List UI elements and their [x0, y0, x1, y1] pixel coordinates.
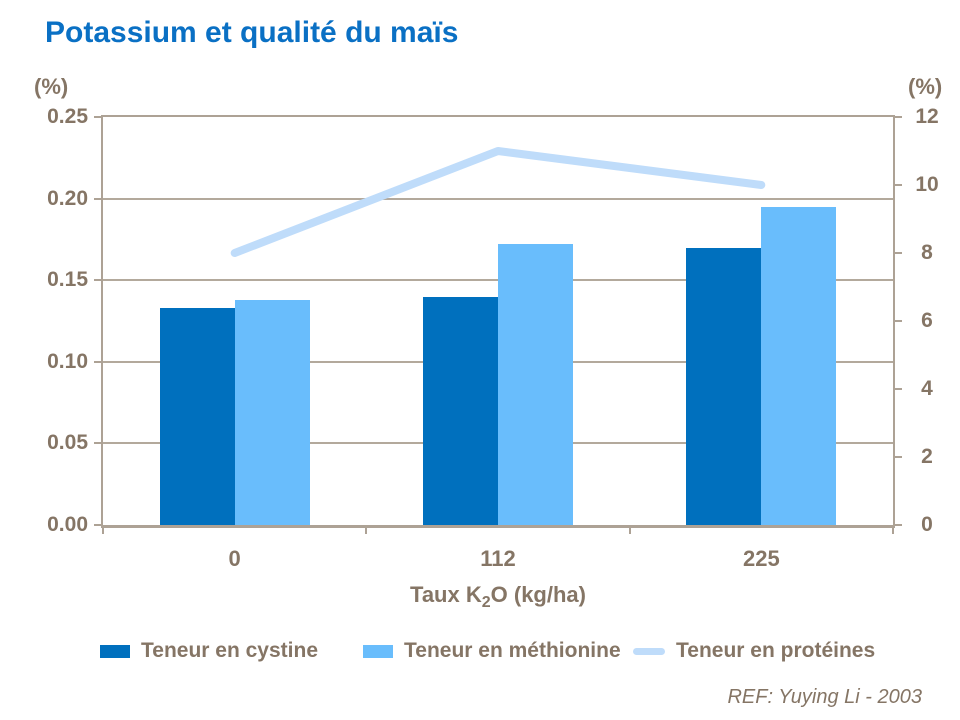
y-right-tick-mark [893, 388, 902, 390]
bar-teneur-en-cystine-1 [423, 296, 498, 525]
bar-teneur-en-m-thionine-0 [234, 299, 310, 525]
x-axis-tick-mark [365, 526, 368, 534]
y-right-tick-label: 12 [915, 105, 939, 128]
legend-label: Teneur en protéines [676, 639, 876, 662]
y-right-tick-label: 4 [921, 377, 933, 400]
x-axis-title-subscript: 2 [481, 594, 491, 611]
y-left-tick-label: 0.15 [47, 268, 88, 292]
x-tick-label: 0 [228, 546, 241, 571]
x-axis-title-post: O (kg/ha) [490, 582, 586, 607]
y-right-tick-mark [893, 116, 902, 118]
y-right-tick-mark [893, 320, 902, 322]
bar-teneur-en-cystine-0 [159, 307, 235, 525]
legend-swatch-line [633, 647, 665, 655]
y-left-tick-mark [94, 197, 103, 200]
gridline [103, 197, 893, 200]
legend-swatch-bar [100, 644, 130, 658]
y-right-tick-mark [893, 524, 902, 526]
y-left-tick-label: 0.00 [47, 513, 88, 536]
y-left-tick-mark [94, 279, 103, 282]
y-left-tick-mark [94, 524, 103, 526]
x-axis-tick-mark [628, 526, 631, 534]
y-left-tick-label: 0.25 [47, 105, 88, 128]
legend-swatch-bar [363, 644, 393, 658]
right-axis-unit-label: (%) [908, 74, 943, 99]
y-right-tick-label: 0 [921, 513, 933, 536]
y-left-tick-label: 0.10 [47, 349, 88, 373]
legend-item-teneur-en-prot-ines: Teneur en protéines [633, 638, 875, 664]
x-axis-title: Taux K2O (kg/ha) [103, 582, 893, 612]
y-right-tick-label: 2 [921, 445, 933, 468]
legend: Teneur en cystine Teneur en méthionine Ten… [0, 638, 960, 666]
x-axis-tick-mark [102, 526, 104, 534]
legend-label: Teneur en méthionine [404, 639, 621, 662]
legend-label: Teneur en cystine [141, 639, 319, 662]
x-tick-label: 112 [480, 546, 516, 571]
reference-text: REF: Yuying Li - 2003 [727, 686, 922, 708]
y-right-tick-label: 10 [915, 173, 939, 196]
legend-item-teneur-en-cystine: Teneur en cystine [100, 638, 318, 664]
y-left-tick-mark [94, 442, 103, 445]
protein-line-layer [230, 147, 766, 257]
plot-area [101, 115, 895, 528]
plot-inner [103, 117, 893, 525]
y-right-tick-mark [893, 184, 902, 186]
x-axis-tick-mark [892, 526, 894, 534]
left-axis-unit-label: (%) [34, 74, 69, 99]
chart-title: Potassium et qualité du maïs [45, 16, 459, 49]
x-tick-label: 225 [742, 546, 780, 571]
y-right-tick-mark [893, 252, 902, 254]
y-right-tick-label: 8 [921, 241, 933, 264]
y-left-tick-label: 0.20 [47, 186, 88, 210]
y-right-tick-mark [893, 456, 902, 458]
legend-item-teneur-en-m-thionine: Teneur en méthionine [363, 638, 621, 664]
y-left-tick-mark [94, 360, 103, 363]
bar-teneur-en-cystine-2 [686, 247, 762, 525]
bar-teneur-en-m-thionine-1 [498, 244, 573, 525]
y-right-tick-label: 6 [921, 309, 933, 332]
y-left-tick-mark [94, 116, 103, 118]
x-axis-title-pre: Taux K [410, 582, 482, 607]
y-left-tick-label: 0.05 [47, 431, 88, 455]
protein-line [230, 147, 766, 257]
bar-teneur-en-m-thionine-2 [761, 206, 837, 525]
